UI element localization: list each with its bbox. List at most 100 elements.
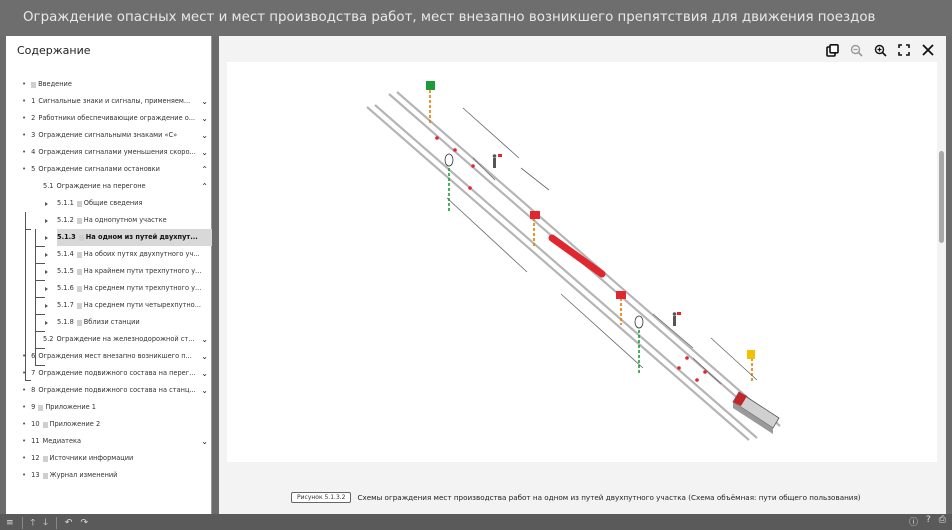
zoom-in-icon[interactable] — [872, 42, 888, 58]
toc-item[interactable]: 5.1.3 На одном из путей двухпут... — [45, 229, 212, 246]
toc-item-number: 9 — [31, 403, 36, 411]
chevron-down-icon[interactable]: ⌄ — [201, 148, 208, 157]
toc-item[interactable]: • 5 Ограждение сигналами остановки ⌃ — [22, 161, 212, 178]
window-title: Ограждение опасных мест и мест производс… — [0, 0, 952, 36]
toc-item-number: 4 — [31, 148, 36, 156]
toc-item-number: 5.1.5 — [57, 267, 74, 275]
toc-sidebar: Содержание • Введение • 1 Сигнальные знаки и… — [6, 36, 212, 514]
toc-item[interactable]: • 13 Журнал изменений — [22, 467, 212, 484]
chevron-down-icon[interactable]: ⌄ — [201, 335, 208, 344]
toc-item[interactable]: • Введение — [22, 76, 212, 93]
tree-connector — [25, 212, 26, 380]
toc-item-label: Источники информации — [49, 454, 134, 462]
toc-item[interactable]: 5.1.4 На обоих путях двухпутного уч... — [45, 246, 212, 263]
signal-red-flag-2 — [616, 291, 626, 325]
work-zone-marker — [548, 234, 606, 278]
toc-item[interactable]: • 11 Медиатека ⌄ — [22, 433, 212, 450]
document-icon — [42, 421, 48, 428]
tree-connector — [35, 280, 45, 281]
document-icon — [76, 302, 82, 309]
toc-item[interactable]: 5.1.5 На крайнем пути трехпутного у... — [45, 263, 212, 280]
toc-item[interactable]: 5.1.1 Общие сведения — [45, 195, 212, 212]
toc-item[interactable]: 5.1.6 На среднем пути трехпутного у... — [45, 280, 212, 297]
toc-item-label: Сигнальные знаки и сигналы, применяем... — [38, 97, 191, 105]
redo-icon[interactable]: ↷ — [80, 518, 89, 528]
train-icon — [732, 391, 780, 434]
menu-icon[interactable]: ≡ — [6, 518, 14, 528]
close-icon[interactable] — [920, 42, 936, 58]
signal-speed-sign-1 — [444, 153, 454, 212]
toc-item-label: Работники обеспечивающие ограждение о... — [38, 114, 196, 122]
document-icon — [76, 319, 82, 326]
chevron-down-icon[interactable]: ⌄ — [201, 386, 208, 395]
bottom-bar: ≡ 🡑 🡓 ↶ ↷ ⓘ ? ⎙ — [0, 514, 952, 530]
chevron-down-icon[interactable]: ⌄ — [201, 352, 208, 361]
toc-item-number: 5.1.1 — [57, 199, 74, 207]
chevron-down-icon[interactable]: ⌄ — [201, 97, 208, 106]
bullet-icon: • — [22, 114, 27, 122]
tree-arrow — [45, 320, 48, 325]
document-icon — [31, 81, 37, 88]
toc-item-label: Ограждение подвижного состава на станц..… — [38, 386, 196, 394]
chevron-up-icon[interactable]: ⌃ — [201, 182, 208, 191]
figure-caption: Рисунок 5.1.3.2 Схемы ограждения мест пр… — [291, 492, 861, 503]
tree-connector — [35, 297, 45, 298]
copy-icon[interactable] — [824, 42, 840, 58]
toc-item-label: Приложение 1 — [45, 403, 96, 411]
info-icon[interactable]: ⓘ — [909, 518, 919, 528]
toc-item[interactable]: 5.1 Ограждение на перегоне ⌃ — [43, 178, 212, 195]
tree-connector — [35, 246, 45, 247]
toc-item-number: 2 — [31, 114, 36, 122]
bullet-icon: • — [22, 131, 27, 139]
chevron-down-icon[interactable]: ⌄ — [201, 114, 208, 123]
toc-item-label: Ограждение сигналами остановки — [38, 165, 160, 173]
separator — [21, 517, 23, 529]
undo-icon[interactable]: ↶ — [64, 518, 73, 528]
toc-item-label: На одном из путей двухпут... — [85, 233, 198, 241]
help-icon[interactable]: ? — [926, 515, 931, 525]
toc-tree: • Введение • 1 Сигнальные знаки и сигналы, п… — [6, 76, 212, 526]
toc-item[interactable]: • 9 Приложение 1 — [22, 399, 212, 416]
toc-item[interactable]: • 7 Ограждение подвижного состава на перег… — [22, 365, 212, 382]
toc-item[interactable]: • 6 Ограждения мест внезапно возникшего п.… — [22, 348, 212, 365]
figure-badge[interactable]: Рисунок 5.1.3.2 — [291, 492, 352, 503]
chevron-down-icon[interactable]: ⌄ — [201, 437, 208, 446]
petards — [435, 136, 707, 382]
toc-item-number: 5.1.2 — [57, 216, 74, 224]
arrow-down-icon[interactable]: 🡓 — [43, 518, 48, 528]
toc-item-number: 3 — [31, 131, 36, 139]
chevron-up-icon[interactable]: ⌃ — [201, 165, 208, 174]
toc-item-label: Введение — [38, 80, 72, 88]
fullscreen-icon[interactable] — [896, 42, 912, 58]
toc-item-label: Ограждения сигналами уменьшения скоро... — [38, 148, 196, 156]
toc-item-label: Приложение 2 — [49, 420, 101, 428]
toc-item-number: 5.1 — [43, 182, 54, 190]
toc-item[interactable]: • 10 Приложение 2 — [22, 416, 212, 433]
bullet-icon: • — [22, 165, 27, 173]
chevron-down-icon[interactable]: ⌄ — [201, 369, 208, 378]
chevron-down-icon[interactable]: ⌄ — [201, 131, 208, 140]
toc-item[interactable]: 5.1.8 Вблизи станции — [45, 314, 212, 331]
toc-item[interactable]: • 4 Ограждения сигналами уменьшения скоро.… — [22, 144, 212, 161]
zoom-out-icon[interactable] — [848, 42, 864, 58]
bullet-icon: • — [22, 80, 27, 88]
arrow-up-icon[interactable]: 🡑 — [30, 518, 36, 528]
bullet-icon: • — [22, 97, 27, 105]
toc-item-label: Ограждение подвижного состава на перег..… — [38, 369, 196, 377]
document-icon — [76, 268, 82, 275]
toc-item[interactable]: • 12 Источники информации — [22, 450, 212, 467]
tree-arrow — [45, 269, 48, 274]
print-icon[interactable]: ⎙ — [938, 515, 946, 525]
toc-item[interactable]: • 1 Сигнальные знаки и сигналы, применяем.… — [22, 93, 212, 110]
toc-item-number: 5.1.4 — [57, 250, 74, 258]
toc-item[interactable]: • 8 Ограждение подвижного состава на станц… — [22, 382, 212, 399]
toc-item[interactable]: 5.2 Ограждение на железнодорожной ст... ⌄ — [43, 331, 212, 348]
vertical-scrollbar[interactable] — [939, 151, 944, 243]
toc-item[interactable]: 5.1.7 На среднем пути четырехпутно... — [45, 297, 212, 314]
tree-arrow — [45, 235, 48, 240]
toc-item[interactable]: 5.1.2 На однопутном участке — [45, 212, 212, 229]
toc-item-number: 10 — [31, 420, 40, 428]
toc-item-number: 5.1.6 — [57, 284, 74, 292]
toc-item[interactable]: • 2 Работники обеспечивающие ограждение о.… — [22, 110, 212, 127]
toc-item[interactable]: • 3 Ограждение сигнальными знаками «С» ⌄ — [22, 127, 212, 144]
